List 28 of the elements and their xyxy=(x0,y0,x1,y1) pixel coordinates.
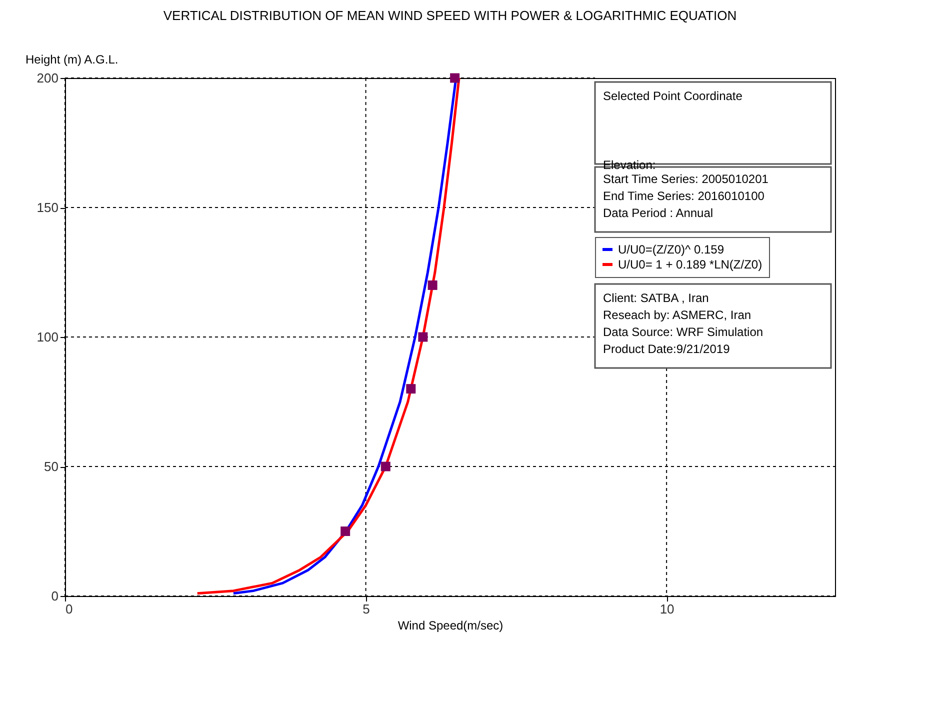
y-tick-label: 150 xyxy=(36,200,58,215)
annotation: Product Date:9/21/2019 xyxy=(603,342,730,356)
annotation: End Time Series: 2016010100 xyxy=(603,189,765,203)
y-tick-label: 0 xyxy=(51,588,58,604)
annotation: Data Period : Annual xyxy=(603,206,714,220)
annotation: Reseach by: ASMERC, Iran xyxy=(603,308,752,322)
annotation: Selected Point Coordinate xyxy=(603,89,743,103)
annotation: Elevation: xyxy=(603,158,656,172)
legend-label: U/U0=(Z/Z0)^ 0.159 xyxy=(618,242,724,256)
point xyxy=(450,73,460,83)
point xyxy=(418,332,428,342)
point xyxy=(406,384,416,394)
x-tick-label: 0 xyxy=(66,602,73,616)
y-tick-label: 200 xyxy=(36,70,58,86)
x-tick-label: 5 xyxy=(362,602,370,616)
y-tick-label: 50 xyxy=(44,459,58,474)
y-axis-title: Height (m) A.G.L. xyxy=(26,52,118,66)
x-tick-label: 10 xyxy=(660,602,674,616)
point xyxy=(340,526,350,536)
annotation: Client: SATBA , Iran xyxy=(603,291,709,305)
chart-title: VERTICAL DISTRIBUTION OF MEAN WIND SPEED WITH POWER & LOGARITHMIC EQUATION xyxy=(163,8,737,23)
y-tick-label: 100 xyxy=(36,330,58,344)
point xyxy=(380,462,390,472)
annotation: Start Time Series: 2005010201 xyxy=(603,172,769,186)
annotation: Data Source: WRF Simulation xyxy=(603,325,764,339)
point xyxy=(428,280,438,290)
legend-label: U/U0= 1 + 0.189 *LN(Z/Z0) xyxy=(618,258,762,272)
x-axis-title: Wind Speed(m/sec) xyxy=(398,618,504,632)
